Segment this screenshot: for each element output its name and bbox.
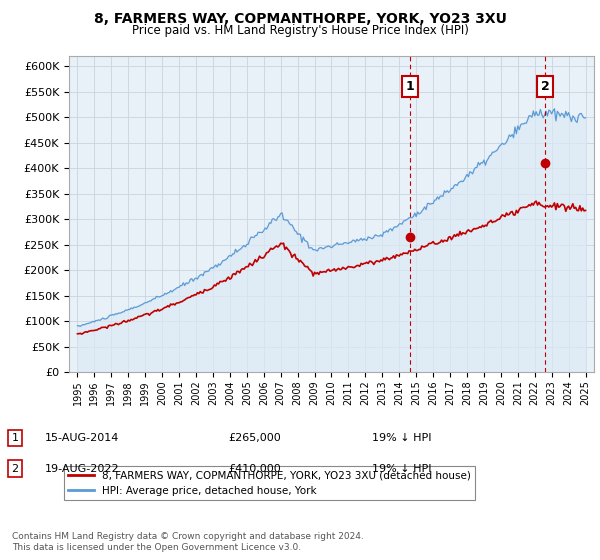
Text: 19% ↓ HPI: 19% ↓ HPI: [372, 433, 431, 443]
Text: 15-AUG-2014: 15-AUG-2014: [45, 433, 119, 443]
Text: 8, FARMERS WAY, COPMANTHORPE, YORK, YO23 3XU: 8, FARMERS WAY, COPMANTHORPE, YORK, YO23…: [94, 12, 506, 26]
Text: 1: 1: [11, 433, 19, 443]
Text: Contains HM Land Registry data © Crown copyright and database right 2024.
This d: Contains HM Land Registry data © Crown c…: [12, 532, 364, 552]
Text: 19% ↓ HPI: 19% ↓ HPI: [372, 464, 431, 474]
Legend: 8, FARMERS WAY, COPMANTHORPE, YORK, YO23 3XU (detached house), HPI: Average pric: 8, FARMERS WAY, COPMANTHORPE, YORK, YO23…: [64, 466, 475, 500]
Text: £265,000: £265,000: [228, 433, 281, 443]
Text: 19-AUG-2022: 19-AUG-2022: [45, 464, 119, 474]
Text: £410,000: £410,000: [228, 464, 281, 474]
Text: Price paid vs. HM Land Registry's House Price Index (HPI): Price paid vs. HM Land Registry's House …: [131, 24, 469, 36]
Text: 2: 2: [11, 464, 19, 474]
Text: 2: 2: [541, 80, 550, 93]
Text: 1: 1: [406, 80, 414, 93]
